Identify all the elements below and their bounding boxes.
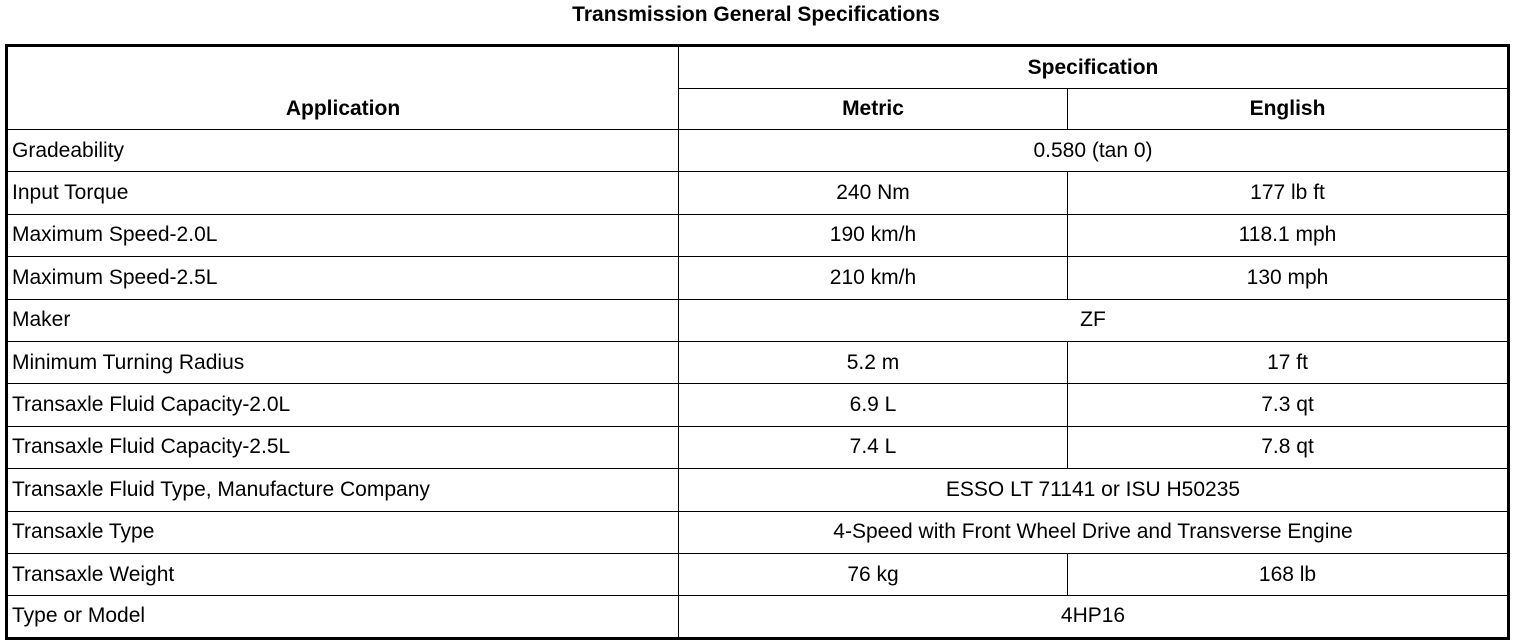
- application-cell: Transaxle Type: [6, 510, 679, 554]
- value-cell: 76 kg: [678, 552, 1068, 597]
- table-body: Gradeability 0.580 (tan 0) Input Torque 240…: [6, 128, 1510, 639]
- spec-table: Application Specification Metric English…: [5, 44, 1511, 640]
- table-row: Maker ZF: [6, 298, 1510, 342]
- value-cell: 168 lb: [1066, 552, 1510, 597]
- header-cell: Specification: [677, 45, 1510, 89]
- header-cell: Metric: [678, 88, 1068, 130]
- value-cell: 118.1 mph: [1066, 213, 1510, 258]
- header-cell: English: [1066, 88, 1510, 130]
- table-row: Transaxle Type 4-Speed with Front Wheel D…: [6, 510, 1510, 554]
- application-cell: Transaxle Weight: [6, 552, 679, 597]
- table-row: Transaxle Weight 76 kg 168 lb: [6, 552, 1510, 597]
- application-cell: Maker: [6, 298, 679, 342]
- value-cell: 4HP16: [677, 595, 1510, 639]
- value-cell: ZF: [677, 298, 1510, 342]
- application-cell: Maximum Speed-2.5L: [6, 256, 679, 300]
- application-cell: Type or Model: [6, 595, 679, 639]
- value-cell: 4-Speed with Front Wheel Drive and Trans…: [677, 510, 1510, 554]
- table-row: Gradeability 0.580 (tan 0): [6, 128, 1510, 173]
- value-cell: ESSO LT 71141 or ISU H50235: [677, 468, 1510, 512]
- value-cell: 5.2 m: [678, 340, 1068, 385]
- table-row: Minimum Turning Radius 5.2 m 17 ft: [6, 340, 1510, 385]
- value-cell: 240 Nm: [678, 171, 1068, 215]
- header-row: Metric English: [7, 88, 1510, 130]
- value-cell: 17 ft: [1066, 340, 1510, 385]
- application-cell: Transaxle Fluid Capacity-2.0L: [6, 383, 679, 427]
- header-row: Application Specification: [6, 45, 1510, 130]
- table-row: Transaxle Fluid Type, Manufacture Compan…: [6, 468, 1510, 512]
- header-cell: Application: [6, 45, 679, 130]
- application-cell: Maximum Speed-2.0L: [6, 213, 679, 258]
- value-cell: 0.580 (tan 0): [677, 128, 1510, 173]
- application-cell: Input Torque: [6, 171, 679, 215]
- table-row: Input Torque 240 Nm 177 lb ft: [6, 171, 1510, 215]
- table-row: Transaxle Fluid Capacity-2.5L 7.4 L 7.8 qt: [6, 425, 1510, 470]
- value-cell: 190 km/h: [678, 213, 1068, 258]
- application-cell: Transaxle Fluid Type, Manufacture Compan…: [6, 468, 679, 512]
- table-row: Maximum Speed-2.5L 210 km/h 130 mph: [6, 256, 1510, 300]
- document-title: Transmission General Specifications: [572, 3, 940, 26]
- table-row: Type or Model 4HP16: [6, 595, 1510, 639]
- table-row: Transaxle Fluid Capacity-2.0L 6.9 L 7.3 qt: [6, 383, 1510, 427]
- application-cell: Transaxle Fluid Capacity-2.5L: [6, 425, 679, 470]
- value-cell: 7.3 qt: [1066, 383, 1510, 427]
- value-cell: 130 mph: [1066, 256, 1510, 300]
- value-cell: 210 km/h: [678, 256, 1068, 300]
- value-cell: 6.9 L: [678, 383, 1068, 427]
- application-cell: Gradeability: [6, 128, 679, 173]
- value-cell: 7.4 L: [678, 425, 1068, 470]
- value-cell: 177 lb ft: [1066, 171, 1510, 215]
- table-row: Maximum Speed-2.0L 190 km/h 118.1 mph: [6, 213, 1510, 258]
- application-cell: Minimum Turning Radius: [6, 340, 679, 385]
- value-cell: 7.8 qt: [1066, 425, 1510, 470]
